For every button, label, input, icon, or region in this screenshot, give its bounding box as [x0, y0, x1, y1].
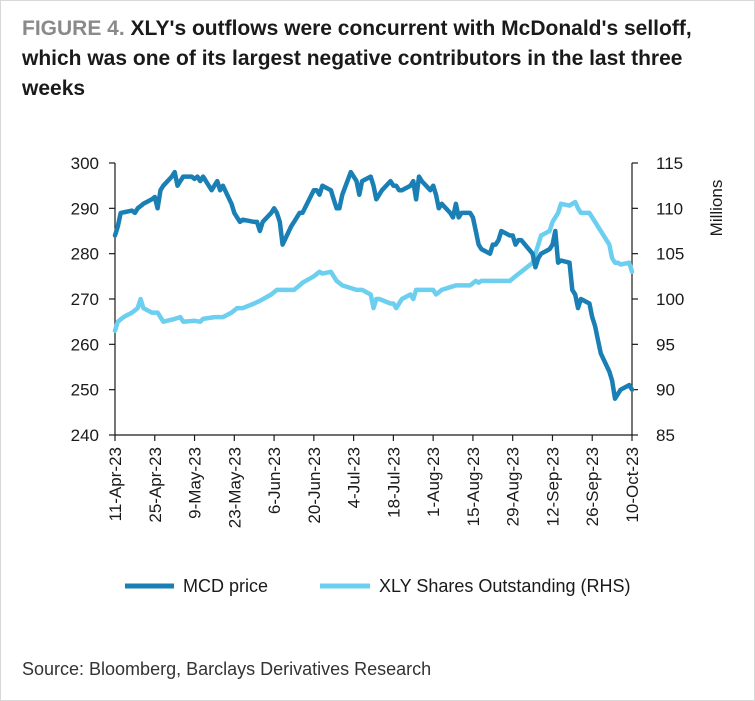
legend-label-xly: XLY Shares Outstanding (RHS)	[379, 576, 630, 596]
left-tick-label: 300	[71, 154, 99, 173]
legend: MCD price XLY Shares Outstanding (RHS)	[125, 576, 630, 596]
figure-title-text: XLY's outflows were concurrent with McDo…	[22, 17, 692, 100]
figure-label: FIGURE 4.	[22, 17, 125, 40]
right-tick-label: 105	[656, 245, 684, 264]
x-tick-label: 23-May-23	[225, 447, 244, 528]
right-tick-label: 115	[656, 154, 683, 173]
right-axis-ticks: 85 90 95 100 105 110 115	[632, 154, 684, 445]
right-tick-label: 100	[656, 290, 684, 309]
x-tick-label: 1-Aug-23	[424, 447, 443, 517]
series-line-xly-shares	[112, 199, 635, 333]
right-tick-label: 110	[656, 199, 683, 218]
left-tick-label: 260	[71, 335, 99, 354]
left-axis-ticks: 240 250 260 270 280 290 300	[71, 154, 115, 445]
figure-title: FIGURE 4. XLY's outflows were concurrent…	[22, 14, 737, 104]
x-tick-label: 9-May-23	[186, 447, 205, 519]
x-tick-label: 25-Apr-23	[146, 447, 165, 523]
x-tick-label: 12-Sep-23	[543, 447, 562, 526]
x-tick-label: 15-Aug-23	[464, 447, 483, 526]
series-line-mcd-price	[112, 169, 635, 401]
right-tick-label: 95	[656, 335, 675, 354]
x-tick-label: 29-Aug-23	[504, 447, 523, 526]
right-tick-label: 85	[656, 426, 675, 445]
left-tick-label: 290	[71, 199, 99, 218]
x-tick-label: 10-Oct-23	[623, 447, 642, 523]
x-tick-label: 11-Apr-23	[106, 447, 125, 521]
left-tick-label: 270	[71, 290, 99, 309]
source-note: Source: Bloomberg, Barclays Derivatives …	[22, 659, 432, 679]
x-tick-label: 20-Jun-23	[305, 447, 324, 524]
x-tick-label: 18-Jul-23	[384, 447, 403, 518]
left-tick-label: 280	[71, 245, 99, 264]
right-axis-label: Millions	[707, 180, 726, 237]
x-axis-ticks: 11-Apr-23 25-Apr-23 9-May-23 23-May-23 6-Jun…	[106, 435, 642, 528]
x-tick-label: 4-Jul-23	[345, 447, 364, 508]
left-tick-label: 250	[71, 381, 99, 400]
right-tick-label: 90	[656, 381, 675, 400]
series-layer	[112, 169, 635, 401]
x-tick-label: 6-Jun-23	[265, 447, 284, 514]
left-tick-label: 240	[71, 426, 99, 445]
x-tick-label: 26-Sep-23	[583, 447, 602, 526]
legend-label-mcd: MCD price	[183, 576, 268, 596]
